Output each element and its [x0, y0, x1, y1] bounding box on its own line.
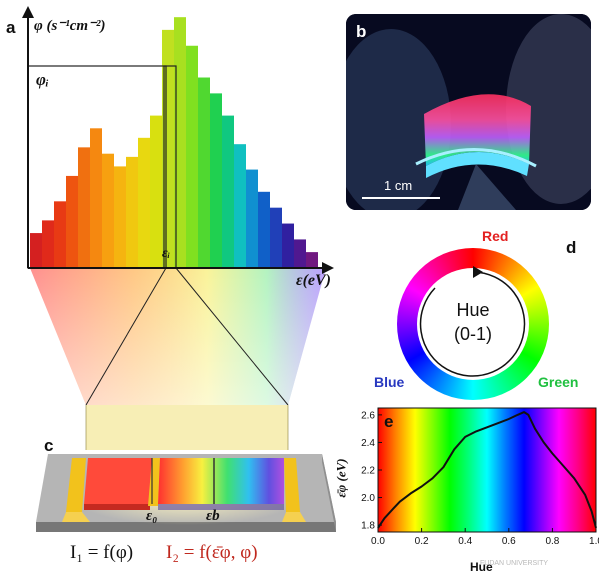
device [36, 454, 336, 532]
red-label: Red [482, 228, 509, 244]
histogram-bar [306, 252, 318, 268]
phi-i-label: φᵢ [36, 70, 49, 89]
histogram-bar [222, 115, 234, 268]
x-tick-label: 0.4 [458, 536, 472, 547]
eps-0-label: ε₀ [146, 508, 158, 524]
histogram-bar [90, 128, 102, 268]
light-beam [86, 405, 288, 450]
hue-range-label: (0-1) [453, 324, 492, 344]
histogram-bar [54, 201, 66, 268]
substrate-side [36, 522, 336, 532]
watermark: FUDAN UNIVERSITY [480, 560, 549, 567]
histogram-bar [174, 17, 186, 268]
panel-c-letter: c [44, 436, 54, 455]
photo-illustration [346, 14, 591, 210]
hue-ring-arrow [419, 266, 526, 377]
middle-electrode [148, 458, 160, 506]
hue-ring: Hue (0-1) [397, 248, 549, 400]
equation-2: I₂ = f(ε̄φ, φ) [166, 542, 258, 563]
histogram-bar [138, 137, 150, 268]
histogram-bar [198, 77, 210, 268]
y-tick-label: 2.2 [361, 466, 375, 477]
panel-d-letter: d [566, 238, 577, 257]
x-tick-label: 1.0 [589, 536, 599, 547]
chart-e-xlabel: Hue [470, 560, 493, 574]
y-tick-label: 2.0 [361, 493, 375, 504]
x-tick-label: 0.2 [415, 536, 429, 547]
histogram [30, 17, 318, 268]
histogram-bar [126, 156, 138, 268]
hue-label: Hue [456, 300, 490, 320]
histogram-bar [246, 169, 258, 268]
right-electrode [284, 458, 300, 512]
x-axis-label: ε(eV) [296, 272, 331, 289]
histogram-bar [66, 175, 78, 268]
histogram-bar [114, 166, 126, 268]
x-axis-arrow [322, 262, 334, 274]
hue-gradient-background [378, 408, 596, 532]
histogram-bar [258, 191, 270, 268]
histogram-bar [78, 147, 90, 268]
series-line [377, 411, 597, 529]
panel-b-letter: b [356, 22, 367, 41]
histogram-bar [102, 153, 114, 268]
green-label: Green [538, 374, 579, 390]
light-fan [30, 267, 326, 406]
y-tick-label: 2.6 [361, 410, 375, 421]
equation-1: I₁ = f(φ) [70, 542, 134, 563]
left-electrode [66, 458, 86, 512]
x-tick-label: 0.8 [545, 536, 559, 547]
red-block [84, 458, 152, 504]
y-axis-arrow [22, 6, 34, 18]
histogram-bar [30, 233, 42, 268]
x-tick-label: 0.0 [371, 536, 385, 547]
histogram-bar [294, 239, 306, 268]
eps-b-label: εb [206, 508, 220, 524]
chart-e-ylabel: ε̄φ (eV) [333, 458, 349, 498]
histogram-bar [42, 220, 54, 268]
histogram-bar [270, 207, 282, 268]
histogram-bar [210, 93, 222, 268]
panel-e-letter: e [384, 412, 394, 431]
histogram-bar [150, 115, 162, 268]
device-photo [346, 14, 591, 210]
panel-a-letter: a [6, 18, 16, 37]
x-tick-label: 0.6 [502, 536, 516, 547]
histogram-bar [162, 29, 174, 268]
spectral-band [158, 458, 284, 504]
histogram-bar [282, 223, 294, 268]
y-tick-label: 2.4 [361, 438, 375, 449]
histogram-bar [234, 144, 246, 268]
substrate-right [322, 454, 336, 532]
y-axis-label: φ (s⁻¹cm⁻²) [34, 18, 106, 34]
y-tick-label: 1.8 [361, 521, 375, 532]
scale-bar-label: 1 cm [384, 178, 413, 193]
blue-label: Blue [374, 374, 405, 390]
eps-i-label: εᵢ [162, 246, 171, 261]
histogram-bar [186, 45, 198, 268]
